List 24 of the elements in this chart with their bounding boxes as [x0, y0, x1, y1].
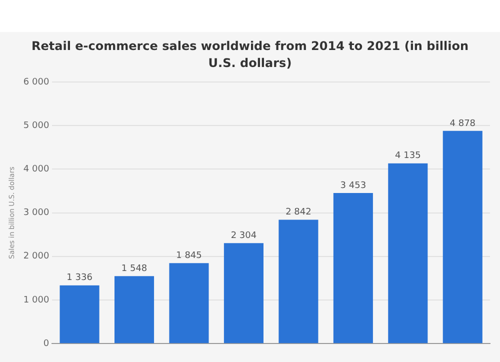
- y-tick-label: 5 000: [23, 120, 50, 131]
- data-label: 4 878: [450, 118, 476, 129]
- bar: [114, 276, 154, 344]
- data-label: 2 842: [286, 208, 312, 218]
- data-label: 2 304: [230, 230, 257, 241]
- data-label: 3 453: [340, 180, 366, 191]
- y-tick-label: 3 000: [23, 208, 50, 218]
- bar: [60, 285, 100, 344]
- data-label: 1 845: [176, 251, 202, 261]
- bar: [278, 220, 318, 344]
- y-tick-label: 6 000: [23, 77, 50, 88]
- data-label: 1 336: [66, 273, 93, 284]
- bar: [224, 243, 264, 344]
- y-tick-label: 2 000: [23, 252, 50, 262]
- data-label: 4 135: [395, 151, 421, 162]
- y-tick-label: 4 000: [23, 164, 50, 175]
- bar: [388, 163, 428, 344]
- bar: [169, 263, 209, 344]
- data-label: 1 548: [121, 264, 148, 274]
- chart-title: Retail e-commerce sales worldwide from 2014 to 2021 (in billion U.S. dollars): [30, 38, 470, 72]
- y-tick-label: 0: [43, 338, 50, 349]
- y-tick-label: 1 000: [23, 295, 50, 306]
- bar: [442, 130, 482, 344]
- bar: [333, 193, 373, 344]
